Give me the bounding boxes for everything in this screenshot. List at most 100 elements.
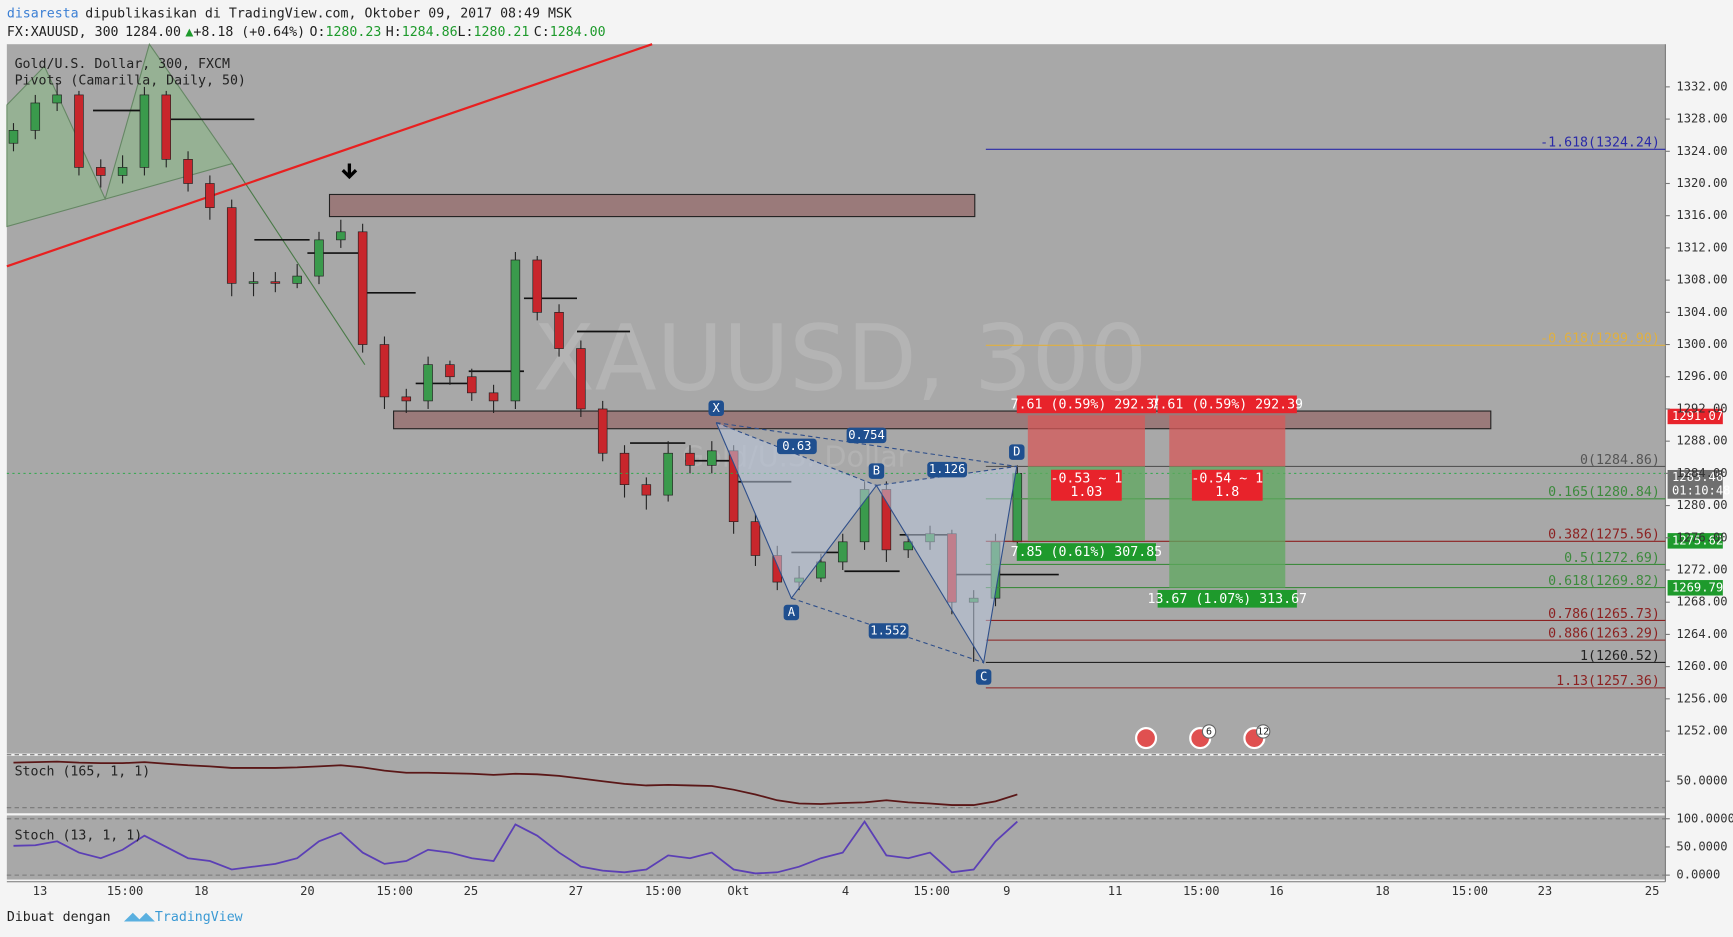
x-tick-label: 15:00: [1183, 884, 1220, 898]
candle-body: [401, 396, 412, 402]
brand[interactable]: TradingView: [155, 910, 243, 925]
y-tick-label: 1252.00: [1676, 724, 1727, 738]
c-value: 1284.00: [550, 25, 606, 40]
y-tick-label: 1276.00: [1676, 530, 1727, 544]
candle-body: [226, 207, 237, 284]
y-tick-label: 1328.00: [1676, 112, 1727, 126]
point-bg: [975, 669, 992, 685]
event-badge: [1255, 724, 1271, 739]
legend-entry: Gold/U.S. Dollar, 300, FXCM: [15, 57, 230, 72]
x-tick-label: 16: [1269, 884, 1284, 898]
candle-body: [467, 376, 477, 394]
candle-body: [183, 159, 193, 184]
fib-label: -1.618(1324.24): [1540, 136, 1660, 151]
stoch-name: Stoch (165, 1, 1): [15, 764, 151, 779]
fib-label: 0.786(1265.73): [1548, 607, 1660, 622]
y-tick-label: 1300.00: [1676, 337, 1727, 351]
y-tick-label: 1256.00: [1676, 691, 1727, 705]
l-value: 1280.21: [474, 25, 530, 40]
x-tick-label: 15:00: [1452, 884, 1489, 898]
point-bg: [868, 463, 885, 479]
published: dipublikasikan di TradingView.com, Oktob…: [85, 6, 572, 21]
c-label: C:: [534, 25, 550, 40]
stoch-tick-label: 0.0000: [1676, 868, 1720, 882]
candle-body: [641, 484, 652, 496]
candle-body: [205, 183, 215, 208]
watermark-text: XAUUSD, 300: [533, 307, 1147, 412]
candle-body: [357, 231, 368, 345]
y-tick-label: 1288.00: [1676, 434, 1727, 448]
zone-rect: [328, 193, 976, 218]
x-tick-label: 15:00: [107, 884, 144, 898]
price-tag: [1667, 469, 1723, 499]
x-tick-label: 13: [33, 884, 48, 898]
candle-body: [30, 102, 41, 131]
overlay: -1.618(1324.24) -0.618(1299.90) 0(1284.86)…: [6, 136, 1730, 750]
arrow-down: [341, 163, 358, 180]
fib-label: 0.886(1263.29): [1548, 626, 1660, 641]
o-value: 1280.23: [325, 25, 381, 40]
reward-label-bg: [1157, 589, 1297, 608]
y-tick-label: 1264.00: [1676, 627, 1727, 641]
pattern-diagonal: [716, 422, 1017, 467]
trend-line-red: [6, 43, 653, 268]
pattern-point: X: [713, 401, 721, 415]
event-count: 6: [1206, 726, 1212, 737]
candle-body: [554, 311, 564, 349]
brand-logo: [123, 912, 155, 922]
y-tick-label: 1268.00: [1676, 595, 1727, 609]
h-value: 1284.86: [402, 25, 458, 40]
candle-body: [270, 281, 281, 284]
candle-body: [532, 259, 542, 313]
pattern-point: A: [788, 605, 796, 619]
fib-label: 0.165(1280.84): [1548, 485, 1660, 500]
candle-body: [510, 259, 521, 402]
pattern-ratio: 1.552: [870, 623, 907, 637]
candle-body: [336, 231, 346, 241]
x-tick-label: 18: [1375, 884, 1390, 898]
reward-label: 7.85 (0.61%) 307.85: [1011, 545, 1163, 560]
candle-body: [750, 521, 761, 556]
candle-body: [707, 450, 717, 466]
reward-label: 13.67 (1.07%) 313.67: [1147, 592, 1307, 607]
stoch-tick-label: 50.0000: [1676, 774, 1727, 788]
price-tag-label: 1283.46: [1672, 470, 1723, 484]
y-tick-label: 1324.00: [1676, 144, 1727, 158]
candle-body: [576, 348, 586, 410]
stop-zone: [1027, 415, 1145, 467]
y-tick-label: 1292.00: [1676, 401, 1727, 415]
pattern-point: D: [1013, 445, 1020, 459]
stoch-line: [13, 820, 1018, 875]
fib-label: 0.618(1269.82): [1548, 574, 1660, 589]
y-tick-label: 1320.00: [1676, 176, 1727, 190]
price-tag: [1667, 408, 1723, 425]
x-tick-label: 27: [569, 884, 584, 898]
ratio-bg: [776, 438, 817, 455]
h-label: H:: [386, 25, 402, 40]
pattern-ratio: 1.126: [929, 462, 966, 476]
candle-body: [96, 167, 106, 176]
plot-area: [6, 44, 1666, 754]
ratio-bg: [868, 623, 909, 639]
candle-body: [139, 94, 150, 168]
ratio-value: 1.8: [1215, 485, 1239, 500]
y-tick-label: 1308.00: [1676, 273, 1727, 287]
stoch-name: Stoch (13, 1, 1): [15, 828, 143, 843]
x-tick-label: 20: [300, 884, 315, 898]
fib-label: 0(1284.86): [1580, 453, 1660, 468]
l-label: L:: [458, 25, 474, 40]
price-tag: [1667, 580, 1723, 596]
candle-body: [52, 94, 62, 104]
zone-rect: [393, 410, 1492, 430]
y-tick-label: 1280.00: [1676, 498, 1727, 512]
risk-label: 7.61 (0.59%) 292.39: [1151, 397, 1303, 412]
candle-body: [619, 452, 630, 485]
candle-body: [8, 130, 19, 144]
footer-text: Dibuat dengan: [7, 910, 111, 925]
header-line: disaresta dipublikasikan di TradingView.c…: [7, 6, 572, 21]
y-tick-label: 1316.00: [1676, 208, 1727, 222]
author[interactable]: disaresta: [7, 6, 79, 21]
event-icon: [1135, 727, 1158, 750]
